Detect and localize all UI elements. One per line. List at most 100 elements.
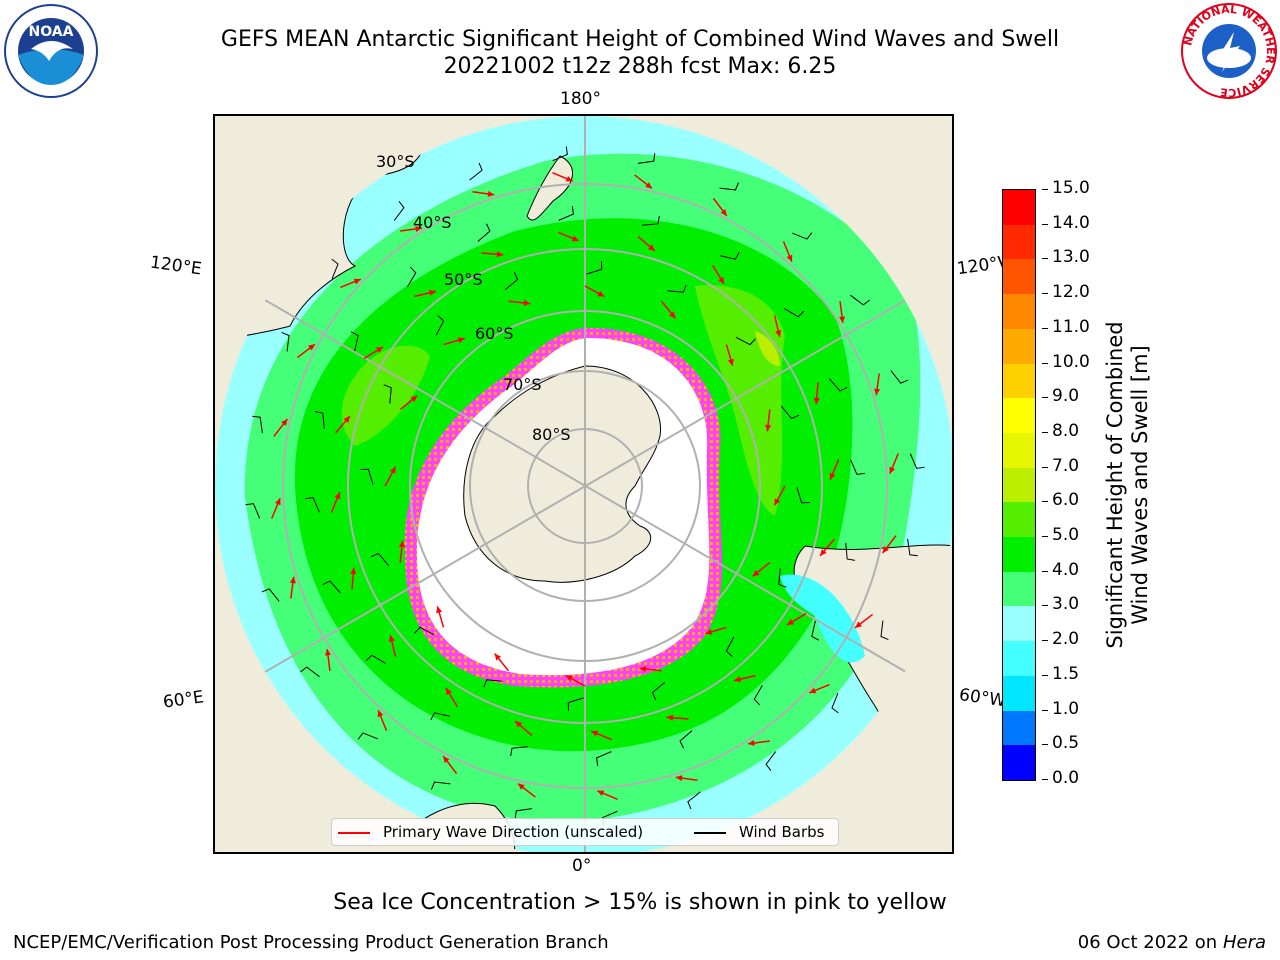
wave-arrow-head <box>829 472 836 480</box>
wind-barb <box>780 405 800 420</box>
wind-barb <box>558 206 574 221</box>
wave-arrow-head <box>389 466 396 474</box>
wind-barb <box>784 308 805 318</box>
wave-arrow-head <box>523 299 531 306</box>
colorbar-tick-mark <box>1042 779 1048 780</box>
lon-label-0: 0° <box>572 856 592 876</box>
colorbar-tick-label: 0.0 <box>1052 768 1080 788</box>
wave-arrow-head <box>727 358 734 366</box>
wave-arrow-head <box>645 182 653 189</box>
wind-barb <box>687 791 701 810</box>
colorbar-tick-label: 1.0 <box>1052 698 1080 719</box>
wind-barb <box>791 232 813 240</box>
wind-barb <box>322 580 341 594</box>
wave-arrow-head <box>748 740 755 747</box>
wave-arrow-head <box>889 466 896 474</box>
lon-label-180: 180° <box>560 89 601 109</box>
colorbar-tick-mark <box>1042 362 1048 364</box>
colorbar-cell <box>1003 606 1035 642</box>
lat-label-60s: 60°S <box>475 324 514 343</box>
wave-arrow-head <box>786 254 793 262</box>
wind-barb <box>637 153 656 164</box>
colorbar-cell <box>1003 294 1035 329</box>
wind-barb <box>370 552 390 567</box>
lat-label-40s: 40°S <box>413 213 452 232</box>
colorbar-tick-mark <box>1042 570 1048 572</box>
wave-arrow-head <box>334 492 341 500</box>
wave-arrow-head <box>565 675 573 682</box>
wind-barb <box>300 666 320 678</box>
colorbar-title-line2: Wind Waves and Swell [m] <box>1128 345 1152 625</box>
wave-arrow-head <box>597 290 605 297</box>
colorbar-tick-label: 3.0 <box>1052 594 1080 615</box>
wind-barb <box>314 411 325 429</box>
wave-arrow-head <box>429 289 436 296</box>
wave-arrow-head <box>591 730 599 737</box>
wave-arrow-head <box>813 397 820 405</box>
wave-arrow-head <box>565 175 573 182</box>
polar-map <box>215 116 952 852</box>
colorbar-cell <box>1003 710 1035 746</box>
colorbar-tick-mark <box>1042 223 1048 225</box>
wind-barb <box>357 732 379 740</box>
wave-arrow-head <box>648 244 655 251</box>
lon-label-120w: 120°W <box>955 252 1006 280</box>
wind-barb <box>719 251 740 260</box>
legend-wave-label: Primary Wave Direction (unscaled) <box>383 823 644 841</box>
colorbar-tick-label: 6.0 <box>1052 490 1080 511</box>
lon-label-60e: 60°E <box>161 687 206 713</box>
wave-arrow-head <box>487 190 495 197</box>
wind-barb <box>430 781 451 790</box>
lon-label-60w: 60°W <box>957 685 1005 711</box>
wind-barb <box>430 712 451 721</box>
colorbar-cell <box>1003 432 1035 468</box>
wave-arrow-head <box>289 576 296 584</box>
colorbar-tick-mark <box>1042 501 1048 503</box>
sea-ice-caption: Sea Ice Concentration > 15% is shown in … <box>333 890 947 915</box>
colorbar-tick-label: 1.5 <box>1052 663 1080 684</box>
wind-barb <box>890 370 909 384</box>
colorbar-tick-mark <box>1042 431 1048 433</box>
wave-arrow-head <box>494 653 501 661</box>
colorbar-tick-mark <box>1042 536 1048 538</box>
colorbar-cell <box>1003 745 1035 780</box>
wind-barb <box>667 284 687 293</box>
wave-arrow-head <box>855 621 862 628</box>
wave-arrow-head <box>398 540 405 548</box>
wave-arrow-head <box>809 687 817 694</box>
wind-barb <box>811 620 820 641</box>
wind-barb <box>829 378 848 392</box>
footer-host: Hera <box>1222 932 1266 953</box>
colorbar-cell <box>1003 363 1035 399</box>
wind-barb <box>651 681 666 701</box>
footer-date: 06 Oct 2022 on Hera <box>1078 932 1266 953</box>
wind-barb <box>642 215 660 226</box>
legend-wind-label: Wind Barbs <box>739 823 825 841</box>
wave-arrow-head <box>324 649 331 656</box>
wave-band-6-7m <box>755 331 780 366</box>
wave-arrow-head <box>705 628 713 635</box>
wind-barb <box>552 146 568 162</box>
wind-barb <box>850 459 865 475</box>
wind-barb <box>850 294 870 306</box>
lon-label-120e: 120°E <box>148 252 203 280</box>
lat-label-50s: 50°S <box>444 270 483 289</box>
lat-label-80s: 80°S <box>532 425 571 444</box>
chart-subtitle: 20221002 t12z 288h fcst Max: 6.25 <box>443 54 837 79</box>
wind-barb <box>796 487 810 504</box>
colorbar-tick-label: 14.0 <box>1052 212 1090 233</box>
wave-arrow-head <box>410 395 418 402</box>
wind-barb <box>281 331 290 352</box>
colorbar-tick-mark <box>1042 605 1048 607</box>
colorbar-tick-label: 5.0 <box>1052 525 1080 546</box>
wind-barb <box>845 543 856 561</box>
colorbar-cell <box>1003 398 1035 433</box>
wave-arrow-head <box>786 619 794 626</box>
wind-barb <box>725 636 735 657</box>
wind-barb <box>435 315 445 336</box>
colorbar-tick-mark <box>1042 709 1048 711</box>
colorbar-cell <box>1003 259 1035 295</box>
wave-arrow-head <box>353 278 361 285</box>
wind-barb <box>880 620 889 641</box>
wind-barb <box>510 746 528 757</box>
